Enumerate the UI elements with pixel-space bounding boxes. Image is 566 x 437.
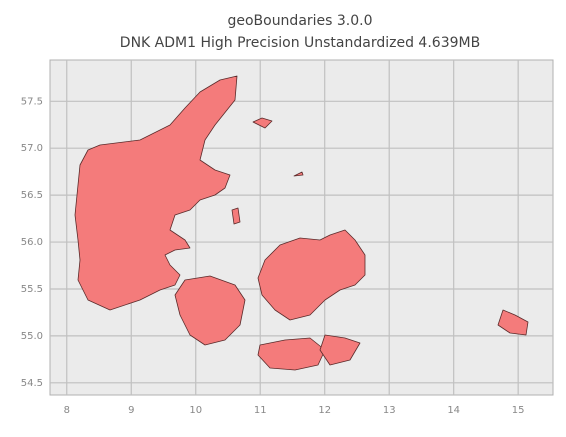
y-tick-label: 56.0: [21, 237, 43, 248]
x-tick-label: 9: [128, 405, 134, 416]
funen: [174, 275, 246, 346]
y-tick-label: 55.0: [21, 331, 43, 342]
y-tick-label: 57.5: [21, 96, 43, 107]
y-tick-label: 57.0: [21, 143, 43, 154]
x-tick-label: 11: [254, 405, 267, 416]
x-tick-label: 12: [318, 405, 331, 416]
chart-title: geoBoundaries 3.0.0: [227, 13, 372, 29]
bornholm: [497, 309, 529, 336]
x-tick-label: 13: [383, 405, 396, 416]
x-tick-label: 10: [189, 405, 202, 416]
falster: [319, 334, 361, 366]
y-tick-label: 56.5: [21, 190, 43, 201]
chart-subtitle: DNK ADM1 High Precision Unstandardized 4…: [120, 35, 480, 51]
x-tick-label: 15: [512, 405, 525, 416]
map-shapes: [74, 75, 529, 371]
y-tick-label: 54.5: [21, 378, 43, 389]
lolland: [257, 337, 326, 371]
samso: [231, 207, 241, 225]
anholt: [293, 171, 304, 177]
jutland: [74, 75, 238, 311]
x-tick-label: 14: [447, 405, 460, 416]
x-tick-label: 8: [64, 405, 70, 416]
y-tick-label: 55.5: [21, 284, 43, 295]
zealand: [257, 229, 366, 321]
laeso: [252, 117, 273, 129]
